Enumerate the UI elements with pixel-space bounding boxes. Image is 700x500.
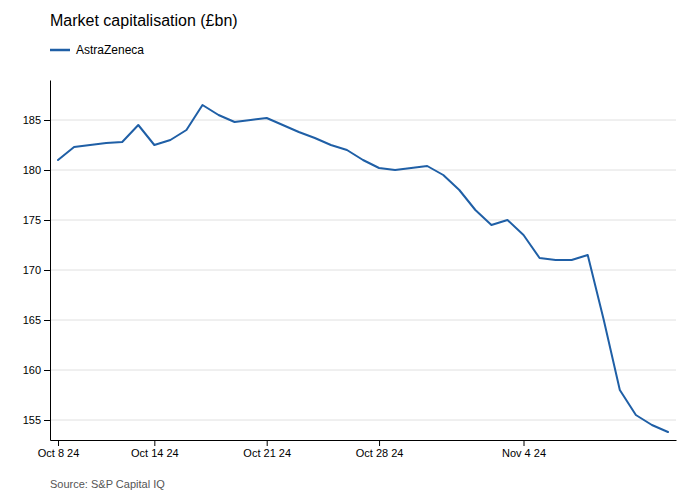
grid-line: [50, 370, 676, 371]
y-tick-mark: [44, 320, 50, 321]
grid-line: [50, 320, 676, 321]
y-tick-mark: [44, 420, 50, 421]
line: [58, 105, 668, 432]
y-tick-label: 165: [23, 314, 41, 326]
chart: Market capitalisation (£bn)1551601651701…: [0, 0, 700, 500]
title: Market capitalisation (£bn): [50, 12, 238, 29]
y-tick-label: 180: [23, 164, 41, 176]
x-tick-mark: [524, 440, 525, 446]
grid-line: [50, 270, 676, 271]
x-tick-mark: [379, 440, 380, 446]
x-tick-label: Oct 8 24: [38, 447, 80, 459]
y-tick-mark: [44, 370, 50, 371]
y-tick-mark: [44, 170, 50, 171]
x-axis: Oct 8 24 Oct 14 24 Oct 21 24 Oct 28 24 Nov 4…: [38, 440, 677, 459]
y-tick-mark: [44, 220, 50, 221]
x-tick: Oct 28 24: [356, 440, 404, 459]
y-tick-mark: [44, 270, 50, 271]
y-tick-label: 170: [23, 264, 41, 276]
x-tick-label: Oct 14 24: [131, 447, 179, 459]
legend-item: AstraZeneca: [50, 43, 144, 57]
y-axis-line: [50, 81, 51, 441]
y-tick: 165: [23, 314, 50, 326]
source: Source: S&P Capital IQ: [50, 478, 165, 490]
y-tick-label: 155: [23, 414, 41, 426]
legend-swatch: [50, 49, 70, 52]
x-tick-label: Oct 28 24: [356, 447, 404, 459]
x-tick: Nov 4 24: [502, 440, 546, 459]
x-tick-mark: [267, 440, 268, 446]
y-tick-mark: [44, 120, 50, 121]
grid-line: [50, 420, 676, 421]
plot-area: 155160165170175180185Oct 8 24Oct 14 24Oc…: [23, 81, 677, 459]
x-tick-label: Nov 4 24: [502, 447, 546, 459]
grid: [50, 120, 676, 420]
x-tick-mark: [154, 440, 155, 446]
y-tick-label: 185: [23, 114, 41, 126]
y-tick-label: 175: [23, 214, 41, 226]
y-tick: 175: [23, 214, 50, 226]
x-tick-label: Oct 21 24: [243, 447, 291, 459]
grid-line: [50, 170, 676, 171]
x-tick: Oct 8 24: [38, 440, 80, 459]
grid-line: [50, 120, 676, 121]
y-tick: 180: [23, 164, 50, 176]
y-tick: 170: [23, 264, 50, 276]
x-axis-line: [51, 440, 677, 441]
y-tick: 155: [23, 414, 50, 426]
x-tick: Oct 14 24: [131, 440, 179, 459]
chart-container: Market capitalisation (£bn)1551601651701…: [0, 0, 700, 500]
y-tick: 185: [23, 114, 50, 126]
x-tick: Oct 21 24: [243, 440, 291, 459]
y-tick: 160: [23, 364, 50, 376]
grid-line: [50, 220, 676, 221]
legend-label: AstraZeneca: [76, 43, 144, 57]
x-tick-mark: [58, 440, 59, 446]
legend: AstraZeneca: [50, 43, 144, 57]
marks: [58, 105, 668, 432]
y-axis: 155 160 165 170 175 180 185: [23, 81, 51, 441]
y-tick-label: 160: [23, 364, 41, 376]
